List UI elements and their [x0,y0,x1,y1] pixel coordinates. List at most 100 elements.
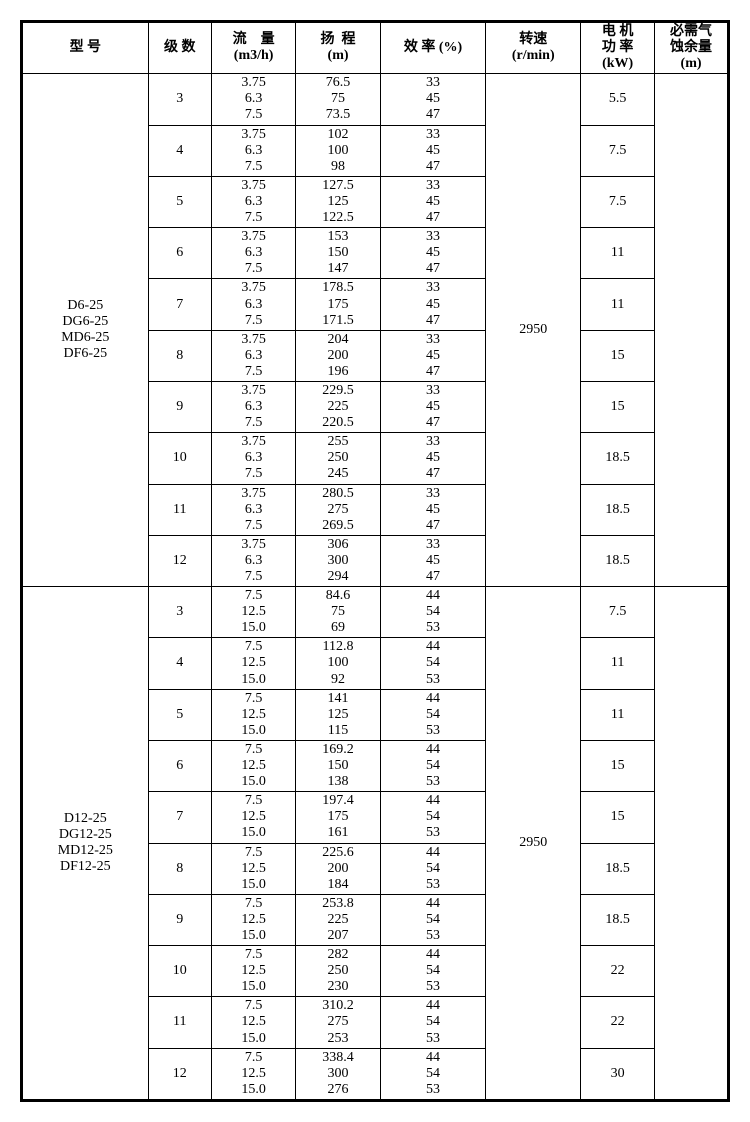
cell-head: 255 250 245 [296,433,380,484]
cell-flow: 3.75 6.3 7.5 [211,125,295,176]
cell-power: 7.5 [581,125,655,176]
cell-stage: 10 [148,433,211,484]
hdr-head: 扬 程 (m) [296,22,380,74]
cell-head: 229.5 225 220.5 [296,381,380,432]
cell-stage: 5 [148,689,211,740]
cell-head: 178.5 175 171.5 [296,279,380,330]
cell-flow: 7.5 12.5 15.0 [211,843,295,894]
pump-spec-table: 型 号 级 数 流 量 (m3/h) 扬 程 (m) 效 率 (%) 转速 (r… [20,20,730,1102]
cell-head: 141 125 115 [296,689,380,740]
cell-speed: 2950 [486,587,581,1101]
cell-flow: 3.75 6.3 7.5 [211,176,295,227]
cell-power: 7.5 [581,587,655,638]
cell-head: 153 150 147 [296,228,380,279]
hdr-model: 型 号 [22,22,149,74]
cell-stage: 11 [148,997,211,1048]
cell-stage: 4 [148,125,211,176]
cell-efficiency: 44 54 53 [380,843,486,894]
cell-power: 11 [581,638,655,689]
cell-stage: 6 [148,740,211,791]
cell-head: 197.4 175 161 [296,792,380,843]
cell-head: 225.6 200 184 [296,843,380,894]
cell-stage: 8 [148,330,211,381]
table-row: D12-25 DG12-25 MD12-25 DF12-2537.5 12.5 … [22,587,729,638]
cell-flow: 7.5 12.5 15.0 [211,792,295,843]
cell-power: 15 [581,792,655,843]
hdr-stages: 级 数 [148,22,211,74]
cell-head: 310.2 275 253 [296,997,380,1048]
cell-power: 7.5 [581,176,655,227]
hdr-flow: 流 量 (m3/h) [211,22,295,74]
header-row: 型 号 级 数 流 量 (m3/h) 扬 程 (m) 效 率 (%) 转速 (r… [22,22,729,74]
cell-flow: 7.5 12.5 15.0 [211,740,295,791]
cell-stage: 9 [148,381,211,432]
cell-head: 306 300 294 [296,535,380,586]
cell-flow: 3.75 6.3 7.5 [211,433,295,484]
cell-stage: 3 [148,74,211,125]
cell-stage: 10 [148,946,211,997]
cell-stage: 12 [148,1048,211,1100]
cell-efficiency: 44 54 53 [380,894,486,945]
hdr-speed: 转速 (r/min) [486,22,581,74]
cell-efficiency: 44 54 53 [380,997,486,1048]
hdr-npsh: 必需气 蚀余量 (m) [655,22,729,74]
cell-power: 22 [581,946,655,997]
cell-flow: 7.5 12.5 15.0 [211,946,295,997]
cell-head: 112.8 100 92 [296,638,380,689]
cell-stage: 3 [148,587,211,638]
cell-speed: 2950 [486,74,581,587]
cell-power: 5.5 [581,74,655,125]
cell-power: 11 [581,228,655,279]
cell-stage: 12 [148,535,211,586]
cell-stage: 11 [148,484,211,535]
cell-power: 11 [581,689,655,740]
cell-npsh [655,74,729,587]
cell-flow: 3.75 6.3 7.5 [211,535,295,586]
cell-flow: 3.75 6.3 7.5 [211,279,295,330]
cell-power: 18.5 [581,894,655,945]
cell-head: 338.4 300 276 [296,1048,380,1100]
cell-efficiency: 33 45 47 [380,535,486,586]
table-row: D6-25 DG6-25 MD6-25 DF6-2533.75 6.3 7.57… [22,74,729,125]
cell-efficiency: 33 45 47 [380,74,486,125]
hdr-efficiency: 效 率 (%) [380,22,486,74]
cell-head: 127.5 125 122.5 [296,176,380,227]
cell-flow: 3.75 6.3 7.5 [211,330,295,381]
cell-flow: 3.75 6.3 7.5 [211,484,295,535]
cell-efficiency: 44 54 53 [380,792,486,843]
cell-flow: 7.5 12.5 15.0 [211,894,295,945]
cell-efficiency: 33 45 47 [380,125,486,176]
cell-model: D6-25 DG6-25 MD6-25 DF6-25 [22,74,149,587]
hdr-power: 电 机 功 率 (kW) [581,22,655,74]
cell-head: 169.2 150 138 [296,740,380,791]
cell-head: 253.8 225 207 [296,894,380,945]
cell-stage: 5 [148,176,211,227]
cell-stage: 8 [148,843,211,894]
cell-power: 11 [581,279,655,330]
cell-efficiency: 33 45 47 [380,381,486,432]
cell-head: 204 200 196 [296,330,380,381]
cell-power: 18.5 [581,843,655,894]
cell-flow: 7.5 12.5 15.0 [211,997,295,1048]
cell-power: 18.5 [581,433,655,484]
cell-flow: 7.5 12.5 15.0 [211,638,295,689]
cell-stage: 4 [148,638,211,689]
cell-efficiency: 33 45 47 [380,228,486,279]
cell-power: 15 [581,381,655,432]
cell-efficiency: 33 45 47 [380,484,486,535]
cell-efficiency: 44 54 53 [380,1048,486,1100]
cell-head: 280.5 275 269.5 [296,484,380,535]
cell-power: 30 [581,1048,655,1100]
cell-efficiency: 44 54 53 [380,638,486,689]
cell-power: 22 [581,997,655,1048]
cell-flow: 7.5 12.5 15.0 [211,689,295,740]
cell-power: 18.5 [581,535,655,586]
cell-flow: 7.5 12.5 15.0 [211,1048,295,1100]
cell-stage: 6 [148,228,211,279]
cell-head: 102 100 98 [296,125,380,176]
cell-flow: 3.75 6.3 7.5 [211,228,295,279]
cell-efficiency: 44 54 53 [380,740,486,791]
cell-efficiency: 44 54 53 [380,946,486,997]
cell-efficiency: 33 45 47 [380,433,486,484]
cell-power: 15 [581,330,655,381]
